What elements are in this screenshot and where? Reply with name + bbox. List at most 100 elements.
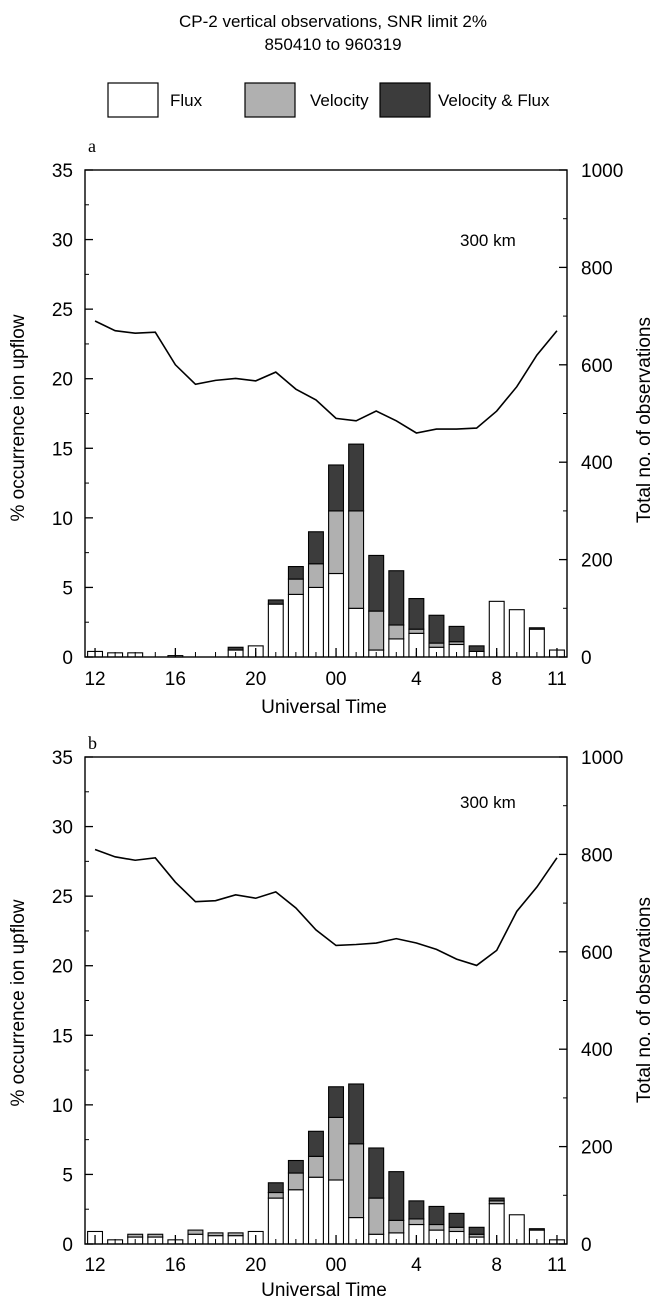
- y-tick-label-right-b-0: 0: [581, 1235, 592, 1256]
- y-tick-label-right-a-800: 800: [581, 258, 613, 279]
- y-tick-label-right-a-1000: 1000: [581, 161, 623, 182]
- annotation-altitude-b: 300 km: [460, 793, 516, 812]
- bar-b-velocity-flux-23: [307, 1130, 324, 1157]
- x-tick-label-a-20: 20: [245, 669, 266, 690]
- plot-frame-b: [84, 756, 568, 1245]
- bar-b-velocity-19: [227, 1232, 244, 1237]
- bar-a-flux-21: [267, 603, 284, 658]
- bar-a-velocity-flux-31: [468, 645, 485, 652]
- bar-a-velocity-flux-24: [328, 464, 345, 512]
- bar-a-velocity-23: [307, 563, 324, 588]
- bar-b-velocity-24: [328, 1116, 345, 1181]
- y-tick-label-right-b-400: 400: [581, 1040, 613, 1061]
- x-tick-label-b-00: 00: [325, 1255, 346, 1276]
- bar-a-flux-33: [508, 609, 525, 658]
- y-tick-label-right-b-1000: 1000: [581, 748, 623, 769]
- legend-swatch-velocity: [244, 82, 296, 118]
- bar-a-velocity-flux-23: [307, 531, 324, 565]
- bar-b-velocity-15: [147, 1233, 164, 1238]
- bar-a-velocity-flux-19: [227, 646, 244, 651]
- x-tick-label-a-00: 00: [325, 669, 346, 690]
- x-axis-title-b: Universal Time: [261, 1280, 387, 1301]
- x-tick-label-b-20: 20: [245, 1255, 266, 1276]
- chart-title-line-1: CP-2 vertical observations, SNR limit 2%: [179, 12, 487, 31]
- annotation-altitude-a: 300 km: [460, 231, 516, 250]
- x-tick-label-b-12: 12: [84, 1255, 105, 1276]
- bar-a-velocity-flux-25: [348, 443, 365, 512]
- legend-label-velocity-flux: Velocity & Flux: [438, 91, 550, 110]
- y-tick-label-left-a-20: 20: [52, 370, 73, 391]
- legend-swatch-velocity-flux: [379, 82, 431, 118]
- y-tick-label-right-b-200: 200: [581, 1138, 613, 1159]
- bar-b-velocity-flux-30: [448, 1212, 465, 1228]
- y-tick-label-left-a-0: 0: [62, 648, 73, 669]
- bar-b-velocity-flux-28: [408, 1200, 425, 1220]
- bar-a-velocity-flux-30: [448, 625, 465, 643]
- bar-b-velocity-29: [428, 1223, 445, 1231]
- bar-a-flux-24: [328, 572, 345, 658]
- bar-a-velocity-flux-27: [388, 570, 405, 626]
- panel-label-a: a: [88, 136, 96, 156]
- bar-b-velocity-28: [408, 1218, 425, 1226]
- panel-label-b: b: [88, 733, 97, 753]
- y-axis-title-left-a: % occurrence ion upflow: [8, 314, 29, 521]
- y-tick-label-left-a-5: 5: [62, 578, 73, 599]
- x-tick-label-b-4: 4: [411, 1255, 422, 1276]
- y-tick-label-left-a-25: 25: [52, 300, 73, 321]
- bar-a-velocity-28: [408, 628, 425, 634]
- y-tick-label-left-b-30: 30: [52, 818, 73, 839]
- x-tick-label-a-16: 16: [165, 669, 186, 690]
- y-tick-label-left-b-5: 5: [62, 1165, 73, 1186]
- bar-b-velocity-flux-24: [328, 1086, 345, 1118]
- y-tick-label-right-a-0: 0: [581, 648, 592, 669]
- y-tick-label-right-b-800: 800: [581, 845, 613, 866]
- bar-a-velocity-flux-26: [368, 554, 385, 612]
- bar-a-flux-22: [287, 593, 304, 658]
- legend-label-flux: Flux: [170, 91, 203, 110]
- legend-swatch-flux: [107, 82, 159, 118]
- bar-a-velocity-27: [388, 624, 405, 640]
- x-axis-title-a: Universal Time: [261, 697, 387, 718]
- bar-a-velocity-25: [348, 510, 365, 609]
- bar-b-flux-24: [328, 1179, 345, 1245]
- bar-b-velocity-flux-25: [348, 1083, 365, 1145]
- bar-a-flux-23: [307, 586, 324, 658]
- y-tick-label-left-b-15: 15: [52, 1026, 73, 1047]
- bar-b-velocity-23: [307, 1155, 324, 1178]
- bar-a-velocity-flux-21: [267, 599, 284, 605]
- y-tick-label-left-a-35: 35: [52, 161, 73, 182]
- bar-b-velocity-flux-31: [468, 1226, 485, 1235]
- chart-title-line-2: 850410 to 960319: [264, 35, 401, 54]
- x-tick-label-a-11: 11: [547, 669, 567, 690]
- y-tick-label-left-a-15: 15: [52, 439, 73, 460]
- x-tick-label-a-12: 12: [84, 669, 105, 690]
- bar-b-velocity-flux-26: [368, 1147, 385, 1199]
- bar-b-velocity-flux-27: [388, 1171, 405, 1221]
- bar-b-velocity-flux-29: [428, 1205, 445, 1226]
- y-tick-label-right-a-400: 400: [581, 453, 613, 474]
- legend: Flux Velocity Velocity & Flux: [107, 82, 550, 118]
- chart-panel-a: a 300 km Universal Time % occurrence ion…: [8, 136, 655, 718]
- y-axis-title-left-b: % occurrence ion upflow: [8, 899, 29, 1106]
- bar-a-velocity-26: [368, 610, 385, 651]
- y-tick-label-right-a-200: 200: [581, 551, 613, 572]
- bar-b-velocity-27: [388, 1219, 405, 1234]
- bar-a-velocity-22: [287, 578, 304, 595]
- bar-b-velocity-17: [187, 1229, 204, 1235]
- bar-a-flux-25: [348, 607, 365, 658]
- chart-panel-b: b 300 km Universal Time % occurrence ion…: [8, 733, 655, 1301]
- y-tick-label-right-b-600: 600: [581, 943, 613, 964]
- bar-b-velocity-30: [448, 1226, 465, 1233]
- bar-b-velocity-21: [267, 1191, 284, 1199]
- y-tick-label-right-a-600: 600: [581, 356, 613, 377]
- bar-b-velocity-14: [127, 1233, 144, 1238]
- y-tick-label-left-b-25: 25: [52, 887, 73, 908]
- x-tick-label-a-4: 4: [411, 669, 422, 690]
- bar-a-velocity-flux-28: [408, 598, 425, 630]
- x-tick-label-b-16: 16: [165, 1255, 186, 1276]
- y-tick-label-left-b-20: 20: [52, 957, 73, 978]
- bar-b-flux-22: [287, 1189, 304, 1245]
- bar-a-velocity-24: [328, 510, 345, 575]
- legend-label-velocity: Velocity: [310, 91, 369, 110]
